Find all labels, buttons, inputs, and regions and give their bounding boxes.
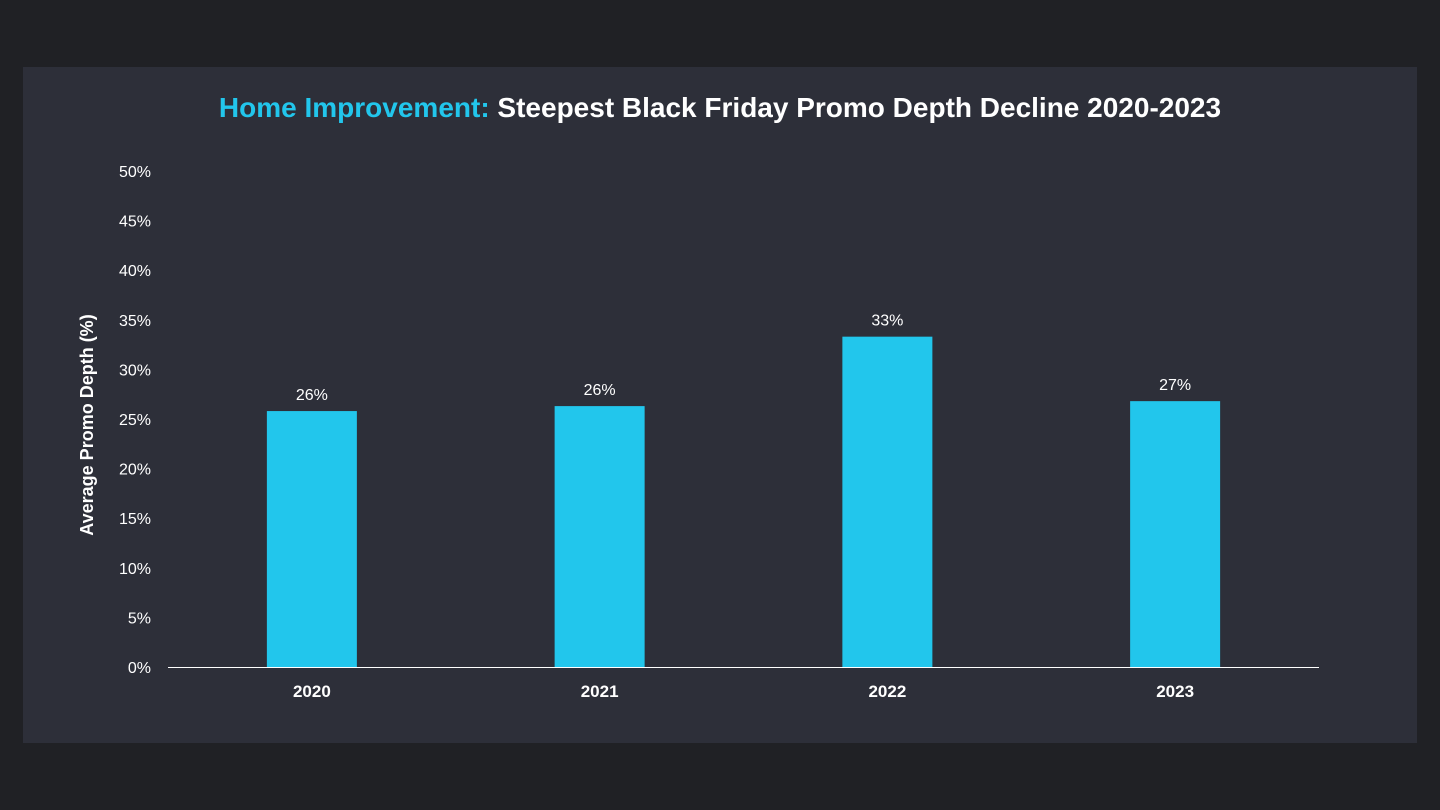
data-label-2023: 27%	[1159, 377, 1191, 394]
data-labels: 26% 26% 33% 27%	[296, 313, 1191, 404]
y-tick-label: 15%	[119, 511, 151, 528]
bar-2023	[1130, 401, 1221, 667]
y-tick-label: 20%	[119, 462, 151, 479]
data-label-2021: 26%	[584, 382, 616, 399]
bar-2021	[554, 406, 645, 667]
bar-2020	[266, 411, 357, 667]
data-label-2020: 26%	[296, 387, 328, 404]
y-tick-label: 35%	[119, 313, 151, 330]
y-axis-label: Average Promo Depth (%)	[77, 314, 97, 535]
y-tick-label: 10%	[119, 561, 151, 578]
bar-2022	[842, 336, 933, 667]
y-tick-label: 50%	[119, 164, 151, 181]
y-tick-label: 25%	[119, 412, 151, 429]
chart-title-accent: Home Improvement:	[218, 92, 490, 123]
x-axis-labels: 2020 2021 2022 2023	[293, 682, 1194, 701]
x-tick-label-2023: 2023	[1156, 682, 1194, 701]
bar-chart: 0% 5% 10% 15% 20% 25% 30% 35% 40% 45% 50% Average …	[77, 164, 1319, 701]
chart-title: Home Improvement: Steepest Black Friday …	[23, 92, 1417, 124]
y-tick-label: 30%	[119, 362, 151, 379]
y-tick-label: 5%	[128, 610, 151, 627]
slide-panel: Home Improvement: Steepest Black Friday …	[23, 67, 1417, 743]
y-tick-label: 0%	[128, 660, 151, 677]
x-tick-label-2022: 2022	[868, 682, 906, 701]
chart-title-rest: Steepest Black Friday Promo Depth Declin…	[489, 92, 1222, 123]
x-tick-label-2021: 2021	[581, 682, 619, 701]
data-label-2022: 33%	[871, 313, 903, 330]
y-tick-label: 45%	[119, 214, 151, 231]
x-tick-label-2020: 2020	[293, 682, 331, 701]
bars	[266, 336, 1221, 667]
y-tick-label: 40%	[119, 263, 151, 280]
y-axis-ticks: 0% 5% 10% 15% 20% 25% 30% 35% 40% 45% 50%	[119, 164, 151, 677]
